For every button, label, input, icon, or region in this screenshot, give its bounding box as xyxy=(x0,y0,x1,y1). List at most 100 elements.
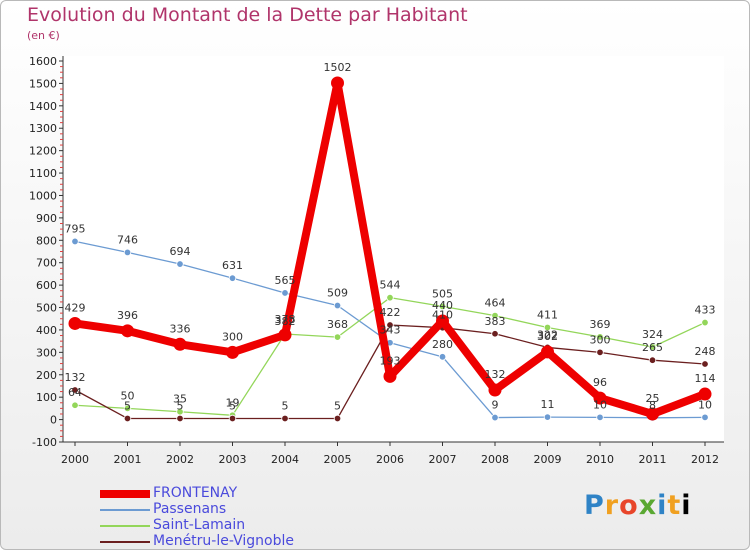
data-label: 410 xyxy=(432,309,453,322)
data-label: 132 xyxy=(65,371,86,384)
data-point xyxy=(281,289,289,297)
data-point xyxy=(123,404,132,413)
data-point xyxy=(593,391,607,405)
y-tick-label: -100 xyxy=(32,436,57,449)
data-point xyxy=(123,248,132,257)
data-point xyxy=(488,383,502,397)
data-label: 544 xyxy=(380,279,401,292)
data-label: 132 xyxy=(485,368,506,381)
data-label: 422 xyxy=(380,306,401,319)
data-label: 19 xyxy=(226,396,240,409)
y-tick-label: 800 xyxy=(36,234,57,247)
data-label: 464 xyxy=(485,297,506,310)
legend-label: Passenans xyxy=(153,501,227,517)
data-point xyxy=(68,316,82,330)
legend-swatch xyxy=(100,490,150,498)
data-point xyxy=(173,337,187,351)
y-tick-label: 1000 xyxy=(29,189,57,202)
data-point xyxy=(123,414,132,423)
data-label: 35 xyxy=(173,393,187,406)
data-label: 5 xyxy=(177,399,184,412)
legend-swatch xyxy=(100,509,150,511)
x-tick-label: 2007 xyxy=(429,453,457,466)
data-label: 411 xyxy=(537,308,558,321)
proxiti-logo: Proxiti xyxy=(584,490,692,521)
data-label: 5 xyxy=(124,399,131,412)
data-point xyxy=(71,237,79,246)
data-point xyxy=(543,413,552,421)
data-point xyxy=(436,314,449,328)
chart-subtitle: (en €) xyxy=(27,29,60,42)
y-tick-label: 500 xyxy=(36,302,57,315)
legend-label: FRONTENAY xyxy=(153,485,238,501)
data-point xyxy=(176,260,184,268)
y-tick-label: 600 xyxy=(36,279,57,292)
data-point xyxy=(698,387,712,401)
legend-label: Menétru-le-Vignoble xyxy=(153,533,294,549)
y-tick-label: 1300 xyxy=(29,122,57,135)
data-point xyxy=(71,401,79,409)
data-label: 505 xyxy=(432,287,453,300)
y-tick-label: 1200 xyxy=(29,145,57,158)
y-tick-label: 700 xyxy=(36,257,57,270)
data-point xyxy=(333,301,342,310)
y-tick-label: 1500 xyxy=(29,77,57,90)
data-point xyxy=(383,369,397,383)
data-point xyxy=(438,302,447,311)
data-label: 50 xyxy=(121,389,135,402)
data-label: 378 xyxy=(275,313,296,326)
data-label: 746 xyxy=(117,233,138,246)
data-label: 10 xyxy=(593,398,607,411)
data-point xyxy=(281,414,289,423)
x-tick-label: 2003 xyxy=(219,453,247,466)
data-label: 9 xyxy=(492,399,499,412)
data-label: 96 xyxy=(593,376,607,389)
data-point xyxy=(331,76,344,90)
data-label: 396 xyxy=(117,309,138,322)
data-label: 368 xyxy=(327,318,348,331)
data-label: 5 xyxy=(334,399,341,412)
data-label: 8 xyxy=(649,399,656,412)
data-label: 300 xyxy=(590,333,611,346)
data-point xyxy=(596,348,604,357)
data-label: 193 xyxy=(380,354,401,367)
data-label: 336 xyxy=(170,322,191,335)
data-label: 343 xyxy=(380,324,401,337)
data-point xyxy=(596,413,604,422)
data-label: 300 xyxy=(222,330,243,343)
y-tick-label: 1100 xyxy=(29,167,57,180)
y-tick-label: 100 xyxy=(36,391,57,404)
data-label: 694 xyxy=(170,245,191,258)
data-point xyxy=(438,353,447,361)
y-tick-label: 300 xyxy=(36,346,57,359)
data-label: 114 xyxy=(695,372,716,385)
data-point xyxy=(491,311,499,320)
data-point xyxy=(71,386,79,394)
legend-swatch xyxy=(100,525,150,527)
data-point xyxy=(646,407,659,421)
y-tick-label: 0 xyxy=(50,414,57,427)
data-label: 25 xyxy=(646,392,660,405)
data-point xyxy=(226,345,239,359)
data-label: 324 xyxy=(642,328,663,341)
data-point xyxy=(648,343,657,351)
y-tick-label: 1600 xyxy=(29,55,57,68)
data-label: 565 xyxy=(275,274,296,287)
data-point xyxy=(228,414,237,423)
data-label: 429 xyxy=(65,301,86,314)
x-tick-label: 2000 xyxy=(61,453,89,466)
y-tick-label: 1400 xyxy=(29,100,57,113)
data-point xyxy=(333,333,342,341)
plot-area xyxy=(63,56,724,442)
data-point xyxy=(278,328,292,342)
data-point xyxy=(648,356,657,364)
data-label: 10 xyxy=(698,398,712,411)
data-label: 280 xyxy=(432,338,453,351)
data-label: 11 xyxy=(541,398,555,411)
x-tick-label: 2005 xyxy=(324,453,352,466)
x-tick-label: 2010 xyxy=(586,453,614,466)
chart-title: Evolution du Montant de la Dette par Hab… xyxy=(27,4,468,26)
y-tick-label: 200 xyxy=(36,369,57,382)
data-label: 64 xyxy=(68,386,82,399)
